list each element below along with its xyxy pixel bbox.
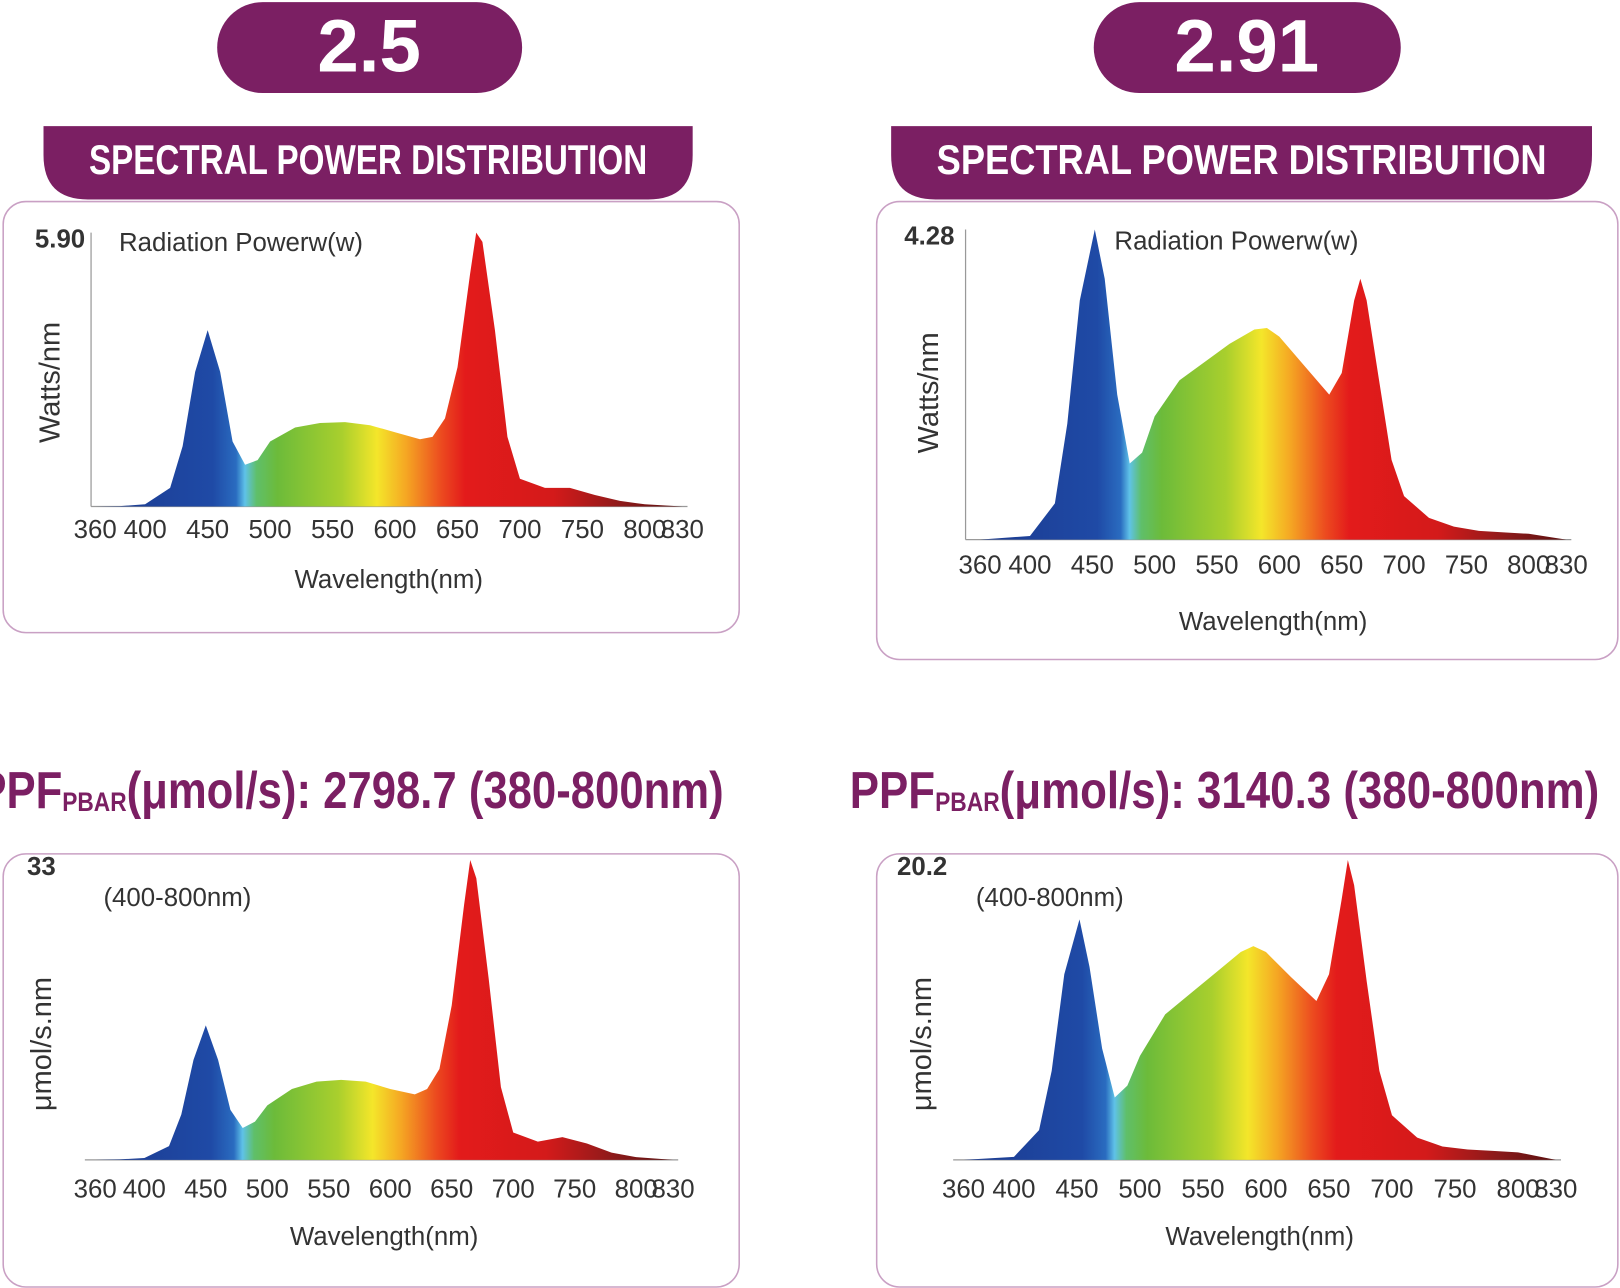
spectrum-area bbox=[95, 232, 683, 507]
x-tick-label: 450 bbox=[1055, 1176, 1098, 1204]
chart-frame bbox=[2, 853, 740, 1288]
ppf-text: (μmol/s): 3140.3 (380-800nm) bbox=[1000, 761, 1600, 819]
spectrum-area bbox=[963, 860, 1556, 1160]
x-tick-label: 650 bbox=[1307, 1176, 1350, 1204]
x-tick-label: 550 bbox=[307, 1176, 350, 1204]
x-tick-label: 400 bbox=[123, 1176, 166, 1204]
x-tick-label: 600 bbox=[1258, 551, 1301, 579]
x-tick-label: 700 bbox=[1370, 1176, 1413, 1204]
annotation: Radiation Powerw(w) bbox=[119, 229, 363, 257]
x-tick-label: 500 bbox=[249, 516, 292, 544]
x-tick-label: 830 bbox=[1545, 551, 1588, 579]
y-tick-label: 33 bbox=[27, 853, 56, 881]
chart-frame bbox=[875, 853, 1619, 1288]
annotation: (400-800nm) bbox=[976, 884, 1124, 912]
badge-pill bbox=[1093, 2, 1401, 94]
x-axis-label: Wavelength(nm) bbox=[290, 1223, 479, 1251]
badge: 2.5 bbox=[317, 4, 420, 87]
ppf-heading: PPFPBAR(μmol/s): 3140.3 (380-800nm) bbox=[850, 761, 1599, 819]
x-tick-label: 800 bbox=[623, 516, 666, 544]
x-tick-label: 800 bbox=[1496, 1176, 1539, 1204]
x-tick-label: 400 bbox=[124, 516, 167, 544]
badge: 2.91 bbox=[1174, 4, 1319, 87]
x-tick-label: 600 bbox=[369, 1176, 412, 1204]
x-tick-label: 400 bbox=[992, 1176, 1035, 1204]
x-tick-label: 800 bbox=[1507, 551, 1550, 579]
x-tick-label: 360 bbox=[942, 1176, 985, 1204]
chart-frame bbox=[2, 200, 740, 634]
x-tick-label: 500 bbox=[1133, 551, 1176, 579]
ppf-sub: PBAR bbox=[62, 787, 126, 817]
x-axis-label: Wavelength(nm) bbox=[295, 566, 484, 594]
x-tick-label: 550 bbox=[1195, 551, 1238, 579]
x-tick-label: 700 bbox=[498, 516, 541, 544]
spectrum-area bbox=[95, 860, 674, 1160]
y-axis-label: Watts/nm bbox=[34, 322, 66, 443]
x-tick-label: 700 bbox=[1382, 551, 1425, 579]
x-tick-label: 600 bbox=[373, 516, 416, 544]
x-tick-label: 700 bbox=[492, 1176, 535, 1204]
x-tick-label: 750 bbox=[1445, 551, 1488, 579]
x-tick-label: 750 bbox=[553, 1176, 596, 1204]
chart-frame bbox=[875, 200, 1619, 661]
heading: SPECTRAL POWER DISTRIBUTION bbox=[89, 137, 647, 183]
ppf-prefix: PPF bbox=[0, 761, 62, 819]
ppf-text: (μmol/s): 2798.7 (380-800nm) bbox=[127, 761, 724, 819]
ppf-sub: PBAR bbox=[935, 787, 1000, 817]
heading: SPECTRAL POWER DISTRIBUTION bbox=[937, 137, 1547, 183]
heading-banner bbox=[43, 126, 693, 200]
x-tick-label: 450 bbox=[186, 516, 229, 544]
annotation: Radiation Powerw(w) bbox=[1114, 228, 1358, 256]
x-tick-label: 800 bbox=[615, 1176, 658, 1204]
ppf-heading: PPFPBAR(μmol/s): 2798.7 (380-800nm) bbox=[0, 761, 724, 819]
y-tick-label: 5.90 bbox=[35, 226, 85, 254]
x-axis-label: Wavelength(nm) bbox=[1179, 608, 1368, 636]
x-tick-label: 650 bbox=[436, 516, 479, 544]
y-axis-label: Watts/nm bbox=[913, 332, 945, 453]
x-axis-label: Wavelength(nm) bbox=[1165, 1223, 1354, 1251]
x-tick-label: 360 bbox=[74, 516, 117, 544]
x-tick-label: 750 bbox=[561, 516, 604, 544]
x-tick-label: 400 bbox=[1008, 551, 1051, 579]
x-tick-label: 830 bbox=[661, 516, 704, 544]
x-tick-label: 550 bbox=[311, 516, 354, 544]
x-tick-label: 830 bbox=[651, 1176, 694, 1204]
x-tick-label: 360 bbox=[958, 551, 1001, 579]
badge-pill bbox=[217, 2, 523, 94]
x-tick-label: 650 bbox=[430, 1176, 473, 1204]
annotation: (400-800nm) bbox=[103, 884, 251, 912]
ppf-prefix: PPF bbox=[850, 761, 935, 819]
x-tick-label: 550 bbox=[1181, 1176, 1224, 1204]
x-tick-label: 450 bbox=[1071, 551, 1114, 579]
x-tick-label: 450 bbox=[184, 1176, 227, 1204]
x-tick-label: 650 bbox=[1320, 551, 1363, 579]
y-axis-label: μmol/s.nm bbox=[906, 977, 938, 1111]
x-tick-label: 360 bbox=[74, 1176, 117, 1204]
spectrum-area bbox=[980, 229, 1567, 540]
x-tick-label: 750 bbox=[1433, 1176, 1476, 1204]
y-axis-label: μmol/s.nm bbox=[26, 977, 58, 1111]
y-tick-label: 20.2 bbox=[897, 853, 947, 881]
x-tick-label: 500 bbox=[1118, 1176, 1161, 1204]
y-tick-label: 4.28 bbox=[904, 223, 954, 251]
heading-banner bbox=[891, 126, 1592, 200]
x-tick-label: 500 bbox=[246, 1176, 289, 1204]
x-tick-label: 600 bbox=[1244, 1176, 1287, 1204]
x-tick-label: 830 bbox=[1534, 1176, 1577, 1204]
